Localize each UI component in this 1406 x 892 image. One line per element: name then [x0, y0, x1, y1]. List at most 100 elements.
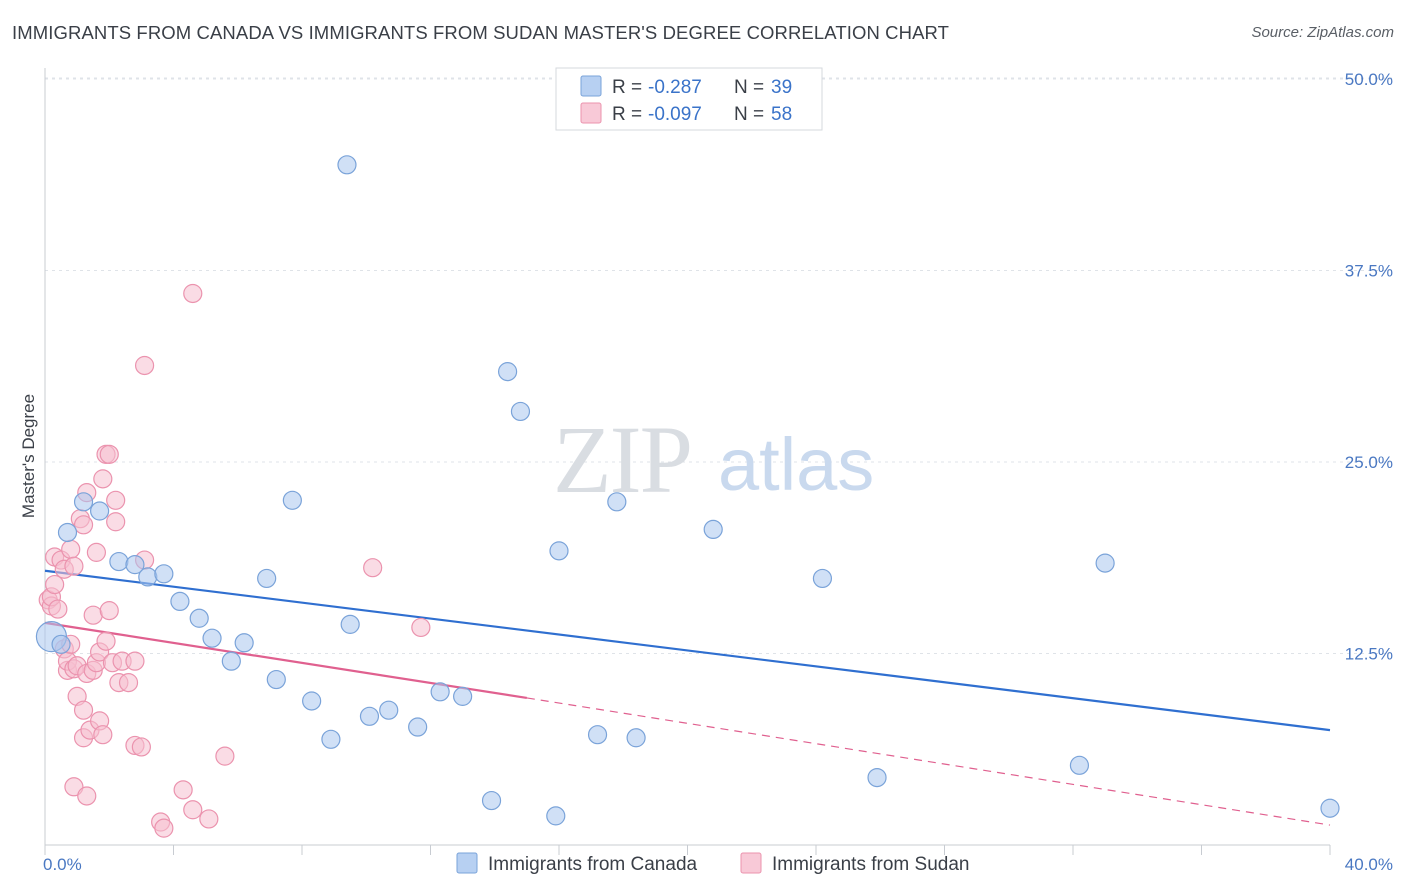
- point-sudan-39: [106, 490, 126, 510]
- point-sudan-51: [173, 780, 193, 800]
- point-sudan-35: [96, 631, 116, 651]
- point-canada-19: [337, 155, 357, 175]
- point-canada-7: [138, 567, 158, 587]
- y-axis-label: Master's Degree: [19, 394, 38, 518]
- point-canada-18: [321, 729, 341, 749]
- legend-n-value-sudan: 58: [771, 104, 792, 125]
- point-sudan-4: [45, 574, 65, 595]
- point-canada-35: [812, 568, 833, 589]
- legend-n-label-sudan: N =: [734, 104, 764, 125]
- trendlines: [44, 569, 1331, 826]
- point-sudan-33: [93, 725, 113, 745]
- point-canada-20: [340, 614, 360, 634]
- point-canada-13: [234, 633, 254, 653]
- point-canada-32: [607, 492, 627, 512]
- chart-source: Source: ZipAtlas.com: [1251, 24, 1394, 41]
- axes: [44, 68, 1331, 855]
- y-tick-label-3: 50.0%: [1345, 70, 1393, 89]
- point-canada-26: [481, 790, 502, 811]
- point-sudan-50: [154, 818, 174, 838]
- legend-n-value-canada: 39: [771, 77, 792, 98]
- point-sudan-46: [131, 737, 151, 757]
- point-sudan-47: [134, 355, 155, 376]
- point-canada-33: [626, 728, 646, 748]
- point-sudan-54: [199, 809, 219, 829]
- gridlines: [45, 77, 1392, 654]
- bottom-legend-label-sudan: Immigrants from Sudan: [772, 854, 969, 875]
- legend-swatch-sudan: [580, 102, 602, 124]
- point-canada-10: [189, 608, 209, 628]
- legend-r-value-sudan: -0.097: [648, 104, 702, 125]
- point-canada-23: [408, 717, 428, 737]
- data-points: [35, 155, 1340, 838]
- trendline-series-0: [44, 569, 1331, 732]
- watermark-atlas: atlas: [718, 423, 874, 506]
- point-canada-25: [453, 686, 473, 706]
- point-canada-17: [302, 691, 322, 711]
- legend-r-value-canada: -0.287: [648, 77, 702, 98]
- point-canada-37: [1069, 755, 1090, 775]
- point-canada-1: [51, 634, 71, 654]
- point-canada-34: [703, 519, 723, 540]
- point-sudan-22: [77, 786, 97, 806]
- y-tick-labels: 12.5% 25.0% 37.5% 50.0%: [1345, 70, 1393, 664]
- point-canada-15: [266, 669, 286, 690]
- point-canada-21: [359, 706, 380, 726]
- point-canada-30: [549, 541, 569, 561]
- point-sudan-55: [215, 746, 235, 766]
- point-sudan-36: [99, 444, 119, 464]
- point-sudan-15: [64, 556, 84, 576]
- legend-n-label-canada: N =: [734, 77, 764, 98]
- stats-legend: R = -0.287 N = 39 R = -0.097 N = 58: [555, 67, 823, 131]
- point-canada-8: [154, 564, 174, 584]
- point-canada-24: [430, 682, 450, 702]
- bottom-legend: Immigrants from Canada Immigrants from S…: [456, 852, 969, 875]
- point-canada-11: [202, 628, 222, 648]
- point-canada-3: [73, 492, 94, 512]
- point-canada-29: [546, 806, 566, 826]
- x-tick-label-0: 0.0%: [43, 855, 82, 874]
- point-sudan-20: [73, 515, 94, 535]
- point-canada-28: [510, 401, 531, 422]
- point-canada-2: [57, 522, 78, 543]
- point-sudan-40: [106, 512, 126, 532]
- bottom-legend-swatch-sudan: [740, 852, 762, 874]
- point-canada-9: [170, 591, 190, 612]
- point-sudan-57: [411, 617, 431, 638]
- point-canada-6: [125, 555, 145, 575]
- legend-r-label-canada: R =: [612, 77, 642, 98]
- point-canada-4: [90, 501, 110, 521]
- point-sudan-43: [118, 673, 139, 693]
- x-tick-label-1: 40.0%: [1345, 855, 1393, 874]
- point-sudan-5: [48, 599, 68, 619]
- point-canada-36: [867, 767, 887, 788]
- legend-r-label-sudan: R =: [612, 104, 642, 125]
- y-tick-label-1: 25.0%: [1345, 453, 1393, 472]
- x-tick-labels: 0.0% 40.0%: [43, 855, 1393, 874]
- point-canada-14: [257, 568, 277, 589]
- y-tick-label-0: 12.5%: [1345, 645, 1393, 664]
- point-sudan-52: [183, 283, 203, 304]
- point-sudan-56: [363, 558, 383, 578]
- point-sudan-37: [99, 601, 119, 621]
- point-canada-5: [109, 551, 129, 572]
- bottom-legend-label-canada: Immigrants from Canada: [488, 854, 698, 875]
- point-sudan-53: [183, 800, 203, 820]
- point-sudan-45: [125, 651, 145, 671]
- watermark: ZIP atlas: [553, 406, 874, 513]
- point-canada-39: [1320, 798, 1340, 818]
- point-canada-22: [379, 700, 399, 720]
- point-sudan-32: [93, 469, 113, 489]
- point-canada-31: [587, 725, 608, 745]
- point-sudan-27: [83, 605, 103, 625]
- trendline-dashed-series-1: [526, 697, 1331, 826]
- chart-title: IMMIGRANTS FROM CANADA VS IMMIGRANTS FRO…: [12, 22, 950, 43]
- point-canada-38: [1095, 553, 1115, 573]
- point-canada-27: [498, 362, 518, 382]
- point-sudan-19: [73, 700, 94, 720]
- bottom-legend-swatch-canada: [456, 852, 478, 874]
- legend-swatch-canada: [580, 75, 602, 97]
- point-canada-12: [221, 651, 241, 671]
- point-sudan-28: [86, 542, 107, 562]
